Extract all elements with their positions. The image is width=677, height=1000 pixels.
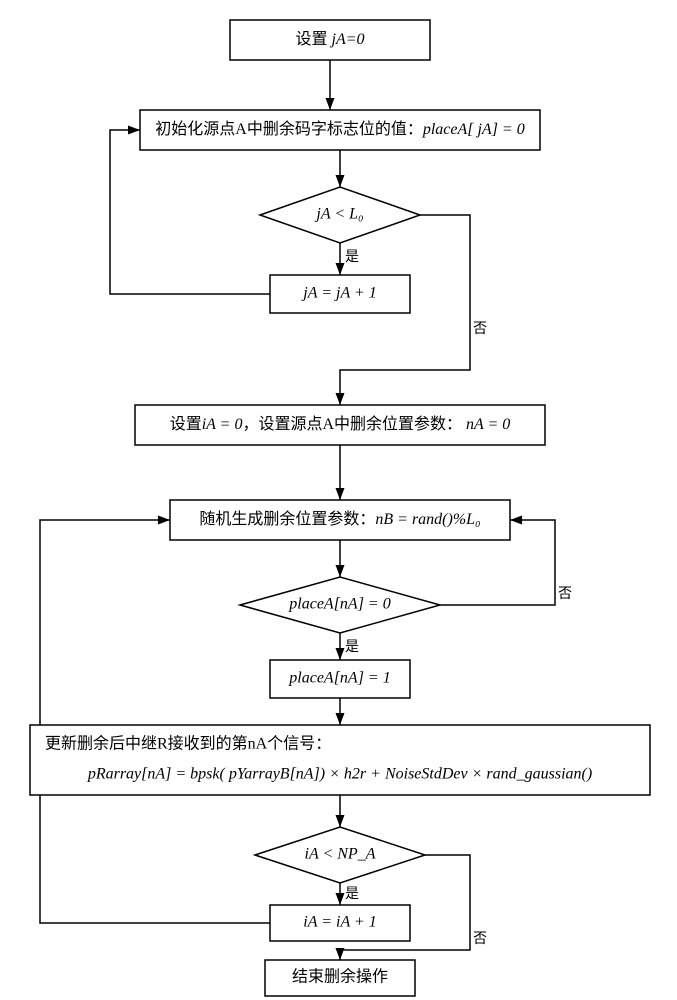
node-n5-text: 设置iA = 0，设置源点A中删余位置参数： nA = 0 <box>170 414 511 433</box>
edge-label-n7-n6: 否 <box>558 587 572 602</box>
node-n7-text: placeA[nA] = 0 <box>288 596 390 613</box>
edge-n4-n2 <box>110 130 270 294</box>
edge-label-n7-n8: 是 <box>345 640 359 655</box>
node-n1-text: 设置 jA=0 <box>295 30 364 48</box>
edge-n11-n6 <box>40 520 270 923</box>
node-n6-text: 随机生成删余位置参数：nB = rand()%L₀ <box>199 509 480 528</box>
node-n9-line1: 更新删余后中继R接收到的第nA个信号： <box>45 734 331 753</box>
node-n12-text: 结束删余操作 <box>292 967 388 986</box>
node-n9-line2: pRarray[nA] = bpsk( pYarrayB[nA]) × h2r … <box>87 766 592 783</box>
edge-label-n10-n11: 是 <box>345 887 359 902</box>
node-n11-text: iA = iA + 1 <box>303 914 376 931</box>
node-n8-text: placeA[nA] = 1 <box>288 670 390 687</box>
edge-label-n10-n12: 否 <box>473 932 487 947</box>
node-n4-text: jA = jA + 1 <box>301 285 376 302</box>
node-n3-text: jA < L₀ <box>314 206 363 223</box>
node-n2-text: 初始化源点A中删余码字标志位的值：placeA[ jA] = 0 <box>155 119 524 138</box>
edge-label-n3-n4: 是 <box>345 250 359 265</box>
node-n10-text: iA < NP_A <box>305 846 376 863</box>
edge-label-n3-n5: 否 <box>473 322 487 337</box>
